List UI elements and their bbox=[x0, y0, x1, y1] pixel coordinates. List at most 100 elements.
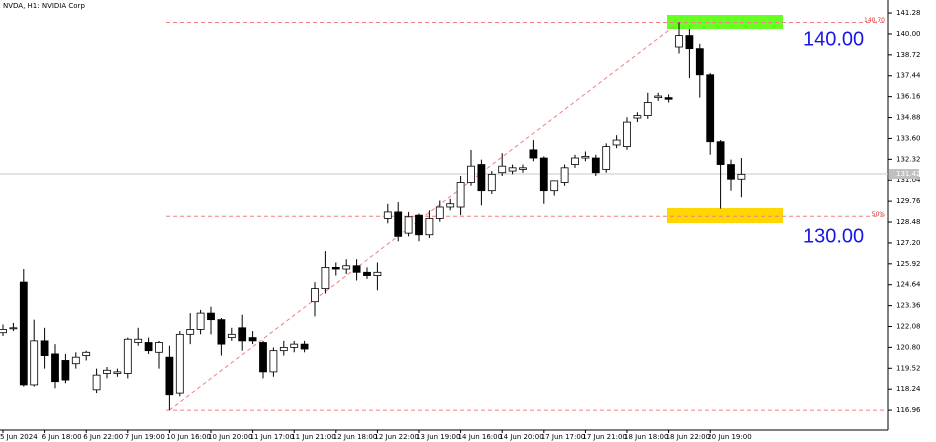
candle-body bbox=[716, 141, 725, 165]
candle-body bbox=[591, 157, 600, 174]
candle-body bbox=[477, 164, 486, 192]
candle-body bbox=[311, 288, 319, 303]
candle-body bbox=[51, 353, 59, 383]
x-tick-label: 12 Jun 18:00 bbox=[333, 433, 377, 441]
zone bbox=[667, 15, 783, 30]
candle-body bbox=[259, 342, 267, 373]
candle-body bbox=[134, 338, 143, 343]
y-tick-label: 140.00 bbox=[896, 30, 921, 38]
candle-body bbox=[363, 271, 371, 276]
candle-body bbox=[498, 165, 507, 174]
x-tick-label: 17 Jun 17:00 bbox=[541, 433, 585, 441]
candle-body bbox=[394, 211, 403, 237]
candle-body bbox=[623, 121, 631, 147]
candle-body bbox=[425, 218, 434, 236]
x-tick-label: 5 Jun 2024 bbox=[0, 433, 38, 441]
candle-body bbox=[706, 74, 715, 143]
candle-body bbox=[519, 167, 527, 170]
fibo-trend-line bbox=[169, 22, 680, 411]
candle-body bbox=[487, 173, 496, 192]
y-tick-label: 125.92 bbox=[896, 260, 921, 268]
candle-body bbox=[435, 206, 444, 219]
y-tick-label: 123.36 bbox=[896, 302, 921, 310]
y-tick-label: 120.80 bbox=[896, 343, 921, 351]
y-tick-label: 122.08 bbox=[896, 322, 921, 330]
candle-body bbox=[456, 182, 465, 208]
candle-body bbox=[196, 312, 205, 330]
candle-body bbox=[508, 167, 517, 172]
candle-body bbox=[633, 115, 642, 119]
y-tick-label: 127.20 bbox=[896, 239, 921, 247]
y-tick-label: 128.48 bbox=[896, 218, 921, 226]
candle-body bbox=[40, 340, 49, 356]
x-tick-label: 14 Jun 20:00 bbox=[499, 433, 543, 441]
candle-body bbox=[30, 340, 39, 386]
candle-body bbox=[113, 371, 122, 374]
zone bbox=[667, 207, 783, 223]
candle-body bbox=[685, 35, 694, 50]
candle-body bbox=[342, 265, 351, 270]
candle-body bbox=[248, 337, 257, 342]
x-tick-label: 6 Jun 18:00 bbox=[42, 433, 82, 441]
candle-body bbox=[404, 216, 413, 234]
candle-body bbox=[175, 333, 184, 394]
candle-body bbox=[165, 356, 174, 396]
chart-title: NVDA, H1: NVIDIA Corp bbox=[3, 2, 85, 10]
candle-body bbox=[82, 351, 91, 356]
candle-body bbox=[103, 369, 111, 374]
current-price-box bbox=[889, 169, 919, 180]
candle-body bbox=[19, 281, 28, 386]
candle-body bbox=[321, 267, 330, 290]
candle-body bbox=[290, 343, 299, 348]
candle-body bbox=[539, 157, 548, 192]
y-tick-label: 116.96 bbox=[896, 406, 921, 414]
y-tick-label: 132.32 bbox=[896, 155, 921, 163]
candle-body bbox=[467, 165, 475, 183]
x-tick-label: 11 Jun 17:00 bbox=[250, 433, 294, 441]
x-tick-label: 17 Jun 21:00 bbox=[582, 433, 626, 441]
candle-body bbox=[737, 173, 746, 180]
candle-body bbox=[217, 319, 226, 345]
x-tick-label: 11 Jun 21:00 bbox=[291, 433, 335, 441]
candle-body bbox=[300, 343, 309, 350]
candle-body bbox=[446, 203, 455, 208]
x-tick-label: 12 Jun 22:00 bbox=[374, 433, 418, 441]
candle-body bbox=[643, 102, 652, 116]
candle-body bbox=[0, 329, 7, 334]
candle-body bbox=[123, 338, 132, 374]
candle-body bbox=[529, 149, 538, 159]
candle-body bbox=[186, 329, 195, 335]
candle-body bbox=[581, 155, 590, 159]
x-tick-label: 13 Jun 19:00 bbox=[416, 433, 460, 441]
candle-body bbox=[71, 356, 80, 365]
x-tick-label: 14 Jun 16:00 bbox=[458, 433, 502, 441]
candle-body bbox=[550, 180, 559, 192]
candle-body bbox=[727, 164, 735, 180]
candle-body bbox=[654, 95, 663, 99]
candle-body bbox=[415, 214, 423, 236]
candle-body bbox=[331, 267, 340, 270]
y-tick-label: 119.52 bbox=[896, 364, 921, 372]
candle-body bbox=[602, 146, 611, 170]
x-tick-label: 18 Jun 18:00 bbox=[624, 433, 668, 441]
candle-body bbox=[238, 327, 247, 342]
candle-body bbox=[571, 157, 579, 165]
fibo-level-label: 50% bbox=[872, 211, 886, 218]
candle-body bbox=[155, 342, 163, 353]
candle-body bbox=[695, 48, 704, 76]
fibo-high-label: 140.70 bbox=[864, 17, 885, 24]
y-tick-label: 131.04 bbox=[896, 176, 921, 184]
y-tick-label: 118.24 bbox=[896, 385, 921, 393]
y-tick-label: 129.76 bbox=[896, 197, 921, 205]
zone-label: 140.00 bbox=[803, 28, 864, 50]
candle-body bbox=[675, 35, 683, 48]
x-tick-label: 20 Jun 19:00 bbox=[707, 433, 751, 441]
current-price-label: 131.42 bbox=[896, 170, 921, 178]
y-tick-label: 138.72 bbox=[896, 51, 921, 59]
candle-body bbox=[664, 97, 673, 100]
candle-body bbox=[612, 139, 621, 146]
x-tick-label: 6 Jun 22:00 bbox=[83, 433, 123, 441]
candle-body bbox=[383, 211, 392, 219]
